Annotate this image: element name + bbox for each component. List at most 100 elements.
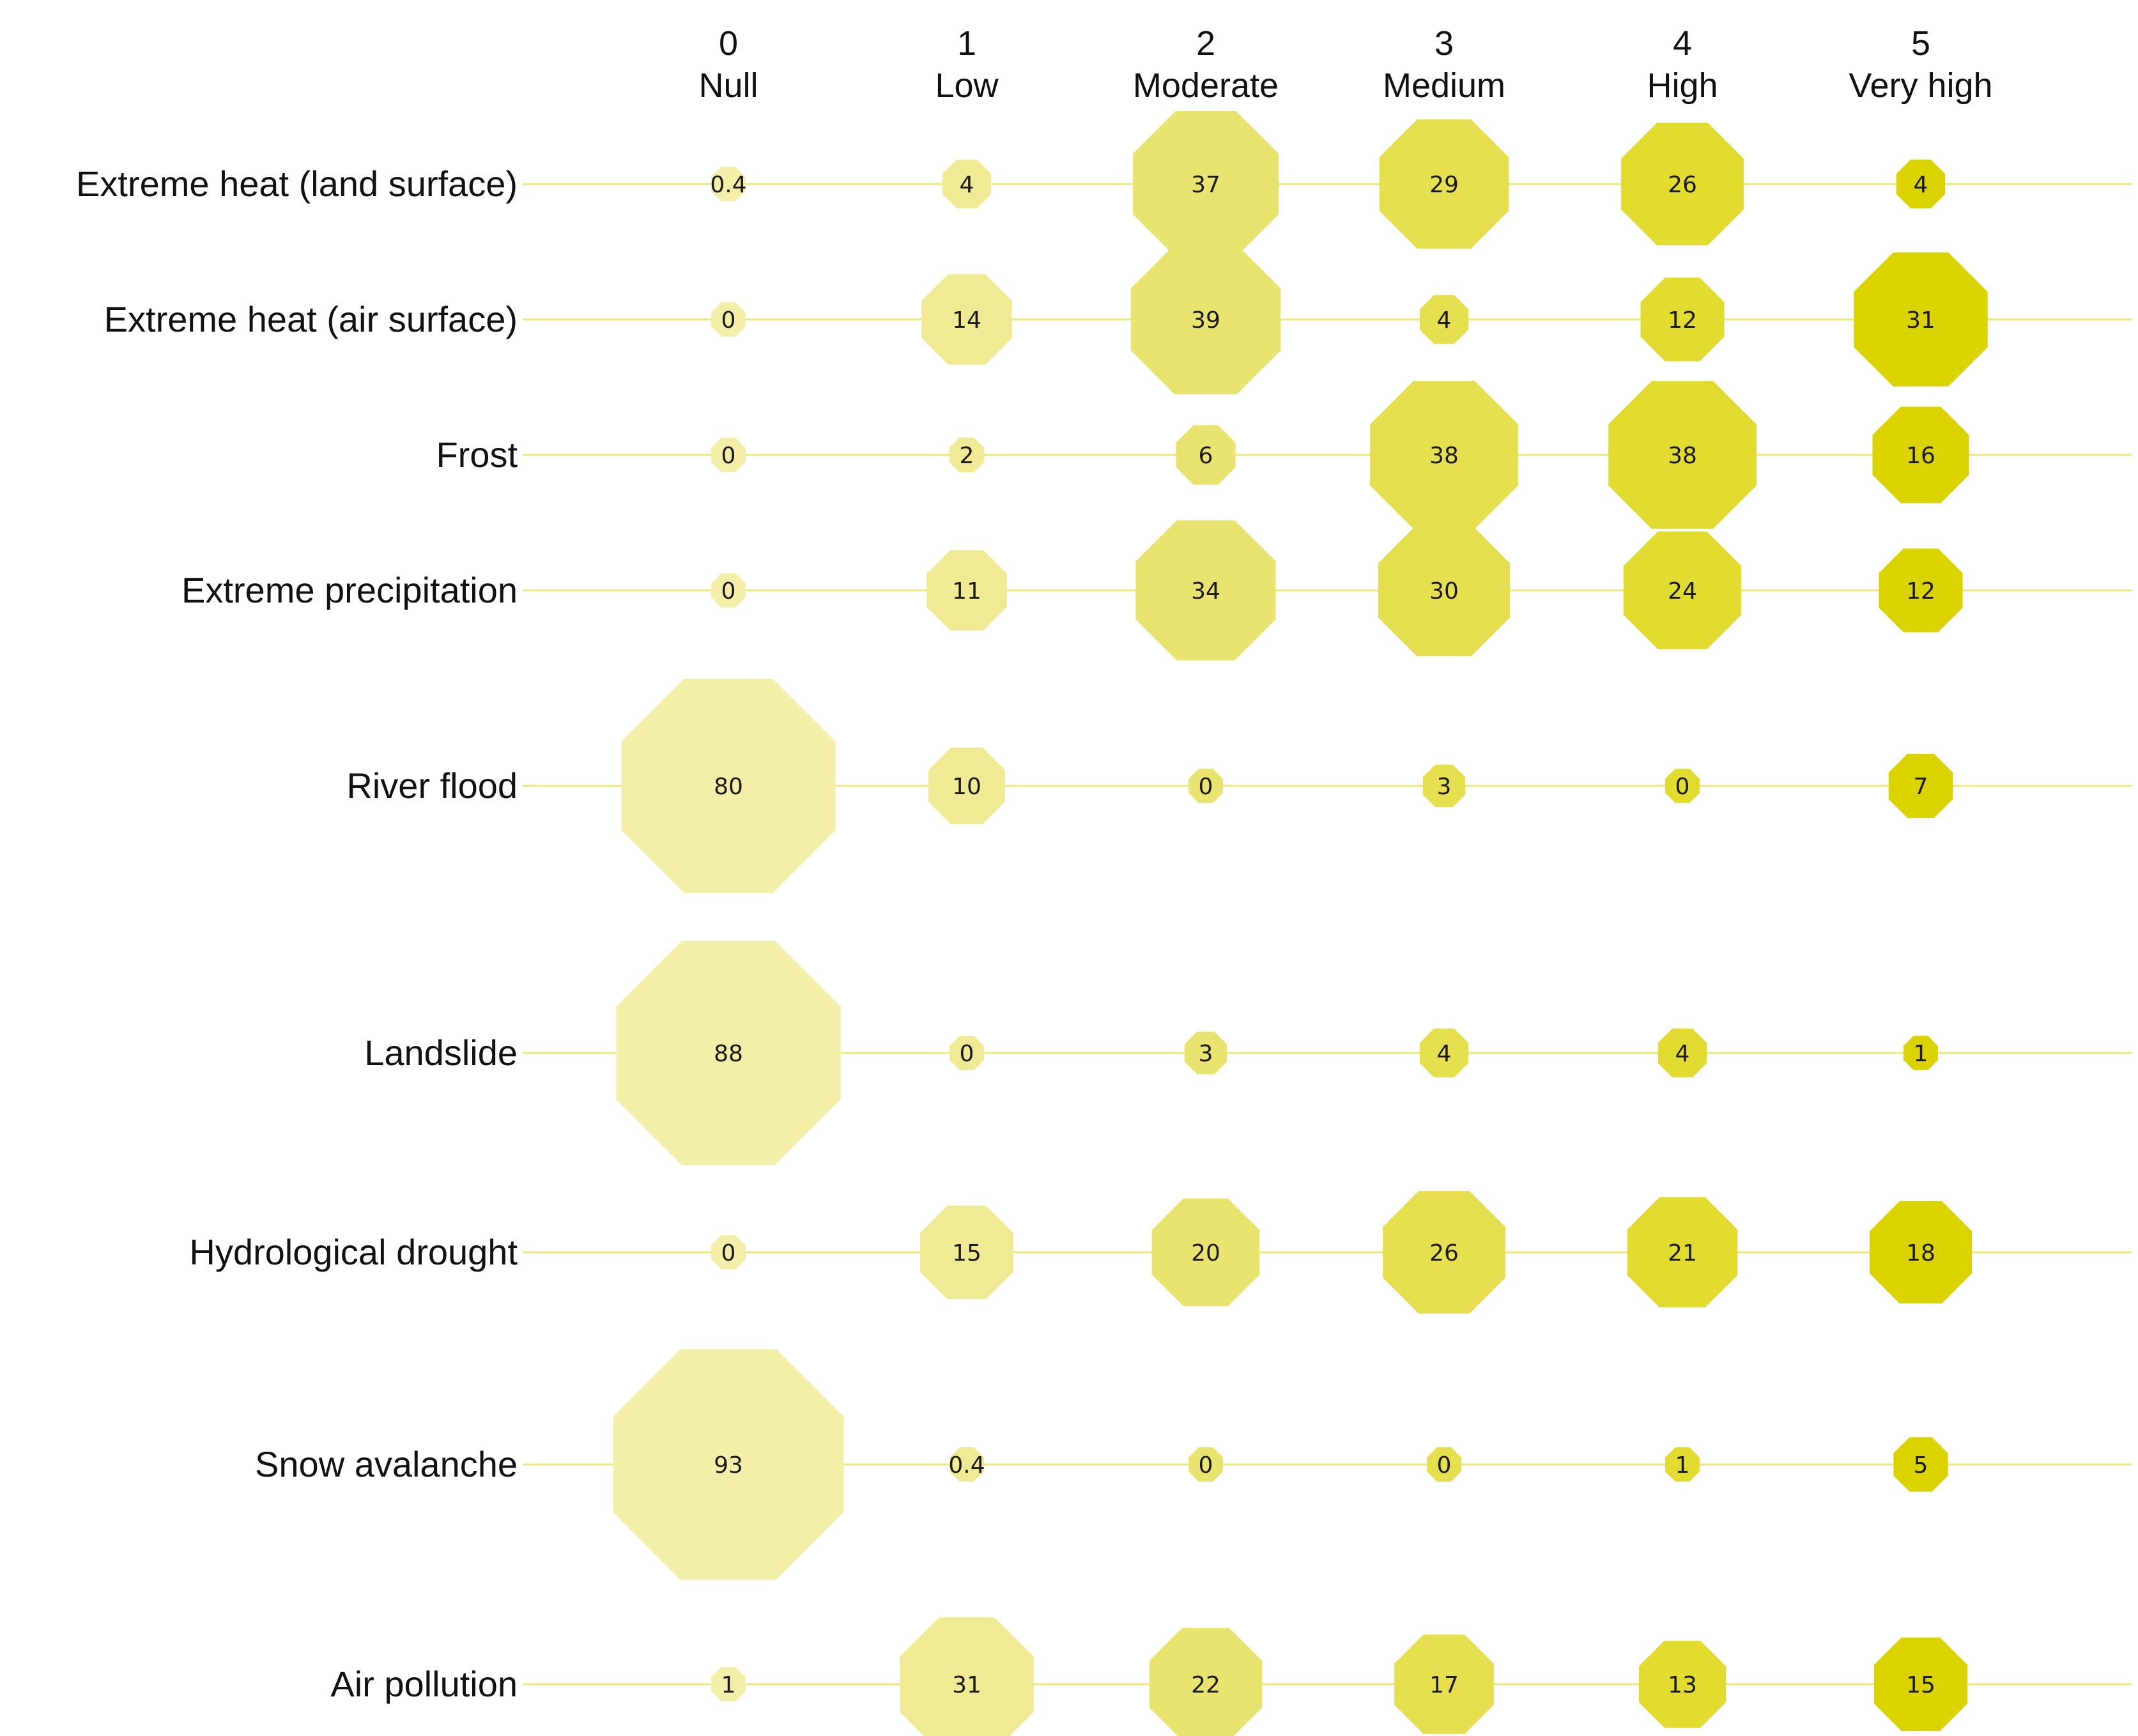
level-number: 2: [1196, 24, 1215, 63]
value-label: 26: [1668, 172, 1697, 198]
value-octagon: [1135, 520, 1276, 661]
level-number: 5: [1911, 24, 1930, 63]
value-label: 1: [721, 1672, 736, 1698]
row-label: Extreme precipitation: [181, 570, 518, 610]
level-name: Medium: [1383, 66, 1505, 105]
row-label: Extreme heat (land surface): [76, 164, 518, 204]
value-label: 0: [960, 1041, 974, 1067]
value-label: 30: [1429, 578, 1459, 604]
value-octagon: [1608, 381, 1757, 529]
value-octagon: [1870, 1201, 1972, 1303]
value-octagon: [1379, 119, 1509, 249]
value-label: 0: [721, 578, 736, 604]
value-label: 0: [721, 443, 736, 469]
value-label: 39: [1191, 307, 1220, 334]
value-label: 15: [952, 1240, 981, 1266]
value-octagon: [1888, 753, 1953, 818]
value-octagon: [613, 1349, 844, 1580]
value-label: 4: [1437, 1041, 1452, 1067]
value-label: 16: [1906, 443, 1935, 469]
value-octagon: [1151, 1198, 1260, 1307]
value-label: 37: [1191, 172, 1220, 198]
value-label: 3: [1437, 774, 1452, 800]
value-octagon: [711, 167, 746, 201]
value-label: 20: [1191, 1240, 1220, 1266]
value-octagon: [921, 274, 1012, 365]
row-label: Landslide: [364, 1033, 518, 1073]
value-octagon: [900, 1617, 1034, 1736]
value-octagon: [711, 302, 746, 337]
value-label: 17: [1429, 1672, 1459, 1698]
value-label: 10: [952, 774, 981, 800]
value-label: 88: [714, 1041, 743, 1067]
value-octagon: [1896, 159, 1946, 209]
value-label: 1: [1675, 1452, 1690, 1479]
hazard-row: Extreme precipitation 0 11 34 30 24 12: [181, 520, 2132, 661]
value-octagon: [1640, 277, 1725, 362]
hazard-row: Frost 0 2 6 38 38 16: [436, 381, 2132, 529]
value-octagon: [1419, 295, 1469, 344]
value-label: 0: [721, 307, 736, 334]
row-label: Frost: [436, 434, 518, 475]
value-octagon: [1427, 1447, 1461, 1482]
value-octagon: [1627, 1197, 1738, 1308]
value-octagon: [1903, 1036, 1938, 1070]
value-octagon: [1422, 764, 1466, 808]
hazard-row: Landslide 88 0 3 4 4 1: [364, 941, 2132, 1165]
value-label: 12: [1906, 578, 1935, 604]
value-octagon: [1188, 1447, 1223, 1482]
value-octagon: [1383, 1191, 1505, 1314]
value-label: 26: [1429, 1240, 1459, 1266]
value-octagon: [1657, 1028, 1707, 1078]
value-octagon: [1638, 1640, 1727, 1728]
value-label: 31: [1906, 307, 1935, 334]
value-label: 4: [960, 172, 974, 198]
value-octagon: [1879, 548, 1963, 633]
level-number: 4: [1673, 24, 1692, 63]
value-label: 29: [1429, 172, 1459, 198]
value-octagon: [1184, 1031, 1227, 1075]
level-name: Null: [698, 66, 758, 105]
value-octagon: [1623, 531, 1742, 650]
value-label: 3: [1199, 1041, 1213, 1067]
value-octagon: [711, 1667, 746, 1701]
row-label: Extreme heat (air surface): [104, 299, 518, 339]
hazard-row: Extreme heat (land surface) 0.4 4 37 29 26 4: [76, 111, 2132, 257]
value-octagon: [1394, 1634, 1494, 1734]
row-label: River flood: [346, 765, 518, 806]
value-label: 21: [1668, 1240, 1697, 1266]
value-label: 15: [1906, 1672, 1935, 1698]
value-octagon: [950, 1447, 984, 1482]
value-octagon: [1873, 1637, 1968, 1732]
hazard-row: Air pollution 1 31 22 17 13 15: [330, 1617, 2132, 1736]
value-octagon: [1419, 1028, 1469, 1078]
value-label: 4: [1437, 307, 1452, 334]
value-octagon: [942, 159, 992, 209]
value-label: 12: [1668, 307, 1697, 334]
value-label: 2: [960, 443, 974, 469]
value-octagon: [1130, 244, 1281, 395]
value-label: 18: [1906, 1240, 1935, 1266]
row-label: Hydrological drought: [189, 1232, 518, 1272]
value-label: 31: [952, 1672, 981, 1698]
level-number: 0: [719, 24, 738, 63]
value-label: 80: [714, 774, 743, 800]
hazard-row: Extreme heat (air surface) 0 14 39 4 12 31: [104, 244, 2132, 395]
level-number: 1: [957, 24, 976, 63]
value-octagon: [1893, 1437, 1948, 1492]
value-label: 0.4: [710, 172, 746, 198]
value-label: 0: [1675, 774, 1690, 800]
value-octagon: [1188, 769, 1223, 803]
level-name: High: [1647, 66, 1718, 105]
value-octagon: [1176, 425, 1236, 485]
value-octagon: [928, 748, 1005, 824]
value-label: 5: [1914, 1452, 1928, 1479]
value-label: 38: [1668, 443, 1697, 469]
value-label: 22: [1191, 1672, 1220, 1698]
value-octagon: [711, 1235, 746, 1270]
hazard-row: Snow avalanche 93 0.4 0 0 1 5: [255, 1349, 2132, 1580]
value-octagon: [1665, 769, 1700, 803]
value-label: 93: [714, 1452, 743, 1479]
value-label: 11: [952, 578, 981, 604]
